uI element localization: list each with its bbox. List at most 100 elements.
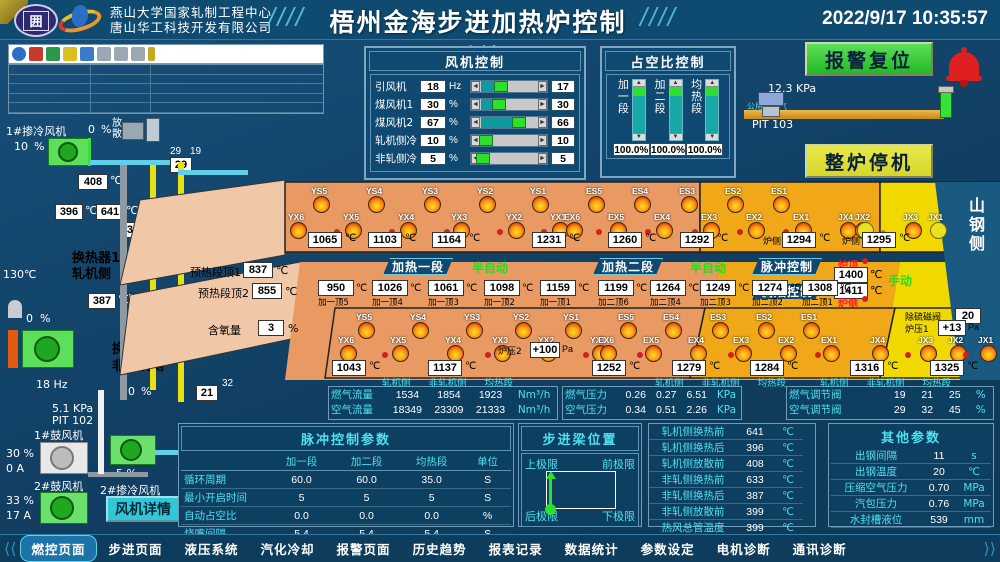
- burner-EX1[interactable]: [823, 345, 840, 362]
- fan-row-setpoint[interactable]: 66: [551, 115, 575, 129]
- fan-row-slider[interactable]: ◄►: [470, 151, 548, 165]
- lock-icon[interactable]: [148, 47, 155, 61]
- fan-detail-button[interactable]: 风机详情: [106, 496, 180, 522]
- nav-item-2[interactable]: 液压系统: [184, 542, 239, 557]
- slider-left-arrow-icon[interactable]: ◄: [471, 116, 480, 128]
- slider-right-arrow-icon[interactable]: ►: [538, 98, 547, 110]
- nav-item-7[interactable]: 数据统计: [564, 542, 619, 557]
- burner-JX1[interactable]: [980, 345, 997, 362]
- burner-EX4[interactable]: [656, 222, 673, 239]
- burner-ES4[interactable]: [634, 196, 651, 213]
- burner-ES5[interactable]: [588, 196, 605, 213]
- burner-EX3[interactable]: [735, 345, 752, 362]
- burner-YS1[interactable]: [565, 322, 582, 339]
- burner-EX2[interactable]: [780, 345, 797, 362]
- burner-ES2[interactable]: [758, 322, 775, 339]
- nav-item-1[interactable]: 步进页面: [108, 542, 163, 557]
- fan-row-setpoint[interactable]: 5: [551, 151, 575, 165]
- burner-EX5[interactable]: [645, 345, 662, 362]
- burner-EX6[interactable]: [566, 222, 583, 239]
- furnace-stop-button[interactable]: 整炉停机: [805, 144, 933, 178]
- slider-left-arrow-icon[interactable]: ◄: [471, 98, 480, 110]
- burner-YS2[interactable]: [479, 196, 496, 213]
- duty-up-arrow-icon[interactable]: ▲: [632, 80, 645, 87]
- brush-icon[interactable]: [131, 47, 145, 61]
- fan-row-setpoint[interactable]: 17: [551, 79, 575, 93]
- fan-row-value[interactable]: 5: [420, 151, 446, 165]
- lock-open-icon[interactable]: [63, 47, 77, 61]
- blank-data-grid[interactable]: [8, 64, 324, 114]
- burner-YS5[interactable]: [358, 322, 375, 339]
- duty-down-arrow-icon[interactable]: ▼: [632, 133, 645, 140]
- fan-row-setpoint[interactable]: 30: [551, 97, 575, 111]
- fan-row-slider[interactable]: ◄►: [470, 115, 548, 129]
- burner-EX2[interactable]: [748, 222, 765, 239]
- nav-item-5[interactable]: 历史趋势: [412, 542, 467, 557]
- burner-ES1[interactable]: [773, 196, 790, 213]
- duty-up-arrow-icon[interactable]: ▲: [706, 80, 719, 87]
- burner-YX5[interactable]: [345, 222, 362, 239]
- slider-right-arrow-icon[interactable]: ►: [538, 134, 547, 146]
- burner-YX6[interactable]: [290, 222, 307, 239]
- nav-item-6[interactable]: 报表记录: [488, 542, 543, 557]
- slider-track[interactable]: [481, 98, 537, 110]
- slider-track[interactable]: [481, 116, 537, 128]
- help-icon[interactable]: [12, 47, 26, 61]
- burner-YX3[interactable]: [494, 345, 511, 362]
- burner-YX4[interactable]: [400, 222, 417, 239]
- burner-YS4[interactable]: [412, 322, 429, 339]
- fan-row-value[interactable]: 18: [420, 79, 446, 93]
- nav-item-9[interactable]: 电机诊断: [716, 542, 771, 557]
- fan-row-slider[interactable]: ◄►: [470, 133, 548, 147]
- editor-toolbar[interactable]: [8, 44, 324, 64]
- duty-down-arrow-icon[interactable]: ▼: [669, 133, 682, 140]
- slider-right-arrow-icon[interactable]: ►: [538, 152, 547, 164]
- import-icon[interactable]: [29, 47, 43, 61]
- nav-item-4[interactable]: 报警页面: [336, 542, 391, 557]
- burner-ES3[interactable]: [712, 322, 729, 339]
- slider-right-arrow-icon[interactable]: ►: [538, 80, 547, 92]
- burner-ES2[interactable]: [727, 196, 744, 213]
- nav-item-3[interactable]: 汽化冷却: [260, 542, 315, 557]
- fan-row-slider[interactable]: ◄►: [470, 79, 548, 93]
- burner-YX5[interactable]: [392, 345, 409, 362]
- burner-YS4[interactable]: [368, 196, 385, 213]
- plant-icon[interactable]: [46, 47, 60, 61]
- duty-item-slider[interactable]: ▲ ▼: [705, 79, 720, 141]
- duty-up-arrow-icon[interactable]: ▲: [669, 80, 682, 87]
- burner-YS2[interactable]: [515, 322, 532, 339]
- nav-item-10[interactable]: 通讯诊断: [792, 542, 847, 557]
- burner-YS3[interactable]: [466, 322, 483, 339]
- slider-track[interactable]: [481, 80, 537, 92]
- nav-item-8[interactable]: 参数设定: [640, 542, 695, 557]
- fan-row-slider[interactable]: ◄►: [470, 97, 548, 111]
- duty-down-arrow-icon[interactable]: ▼: [706, 133, 719, 140]
- slider-track[interactable]: [476, 152, 537, 164]
- table-icon[interactable]: [114, 47, 128, 61]
- slider-track[interactable]: [479, 134, 537, 146]
- fan-row-value[interactable]: 30: [420, 97, 446, 111]
- mirror-icon[interactable]: [97, 47, 111, 61]
- slider-right-arrow-icon[interactable]: ►: [538, 116, 547, 128]
- burner-ES3[interactable]: [681, 196, 698, 213]
- burner-JX3[interactable]: [920, 345, 937, 362]
- chart-icon[interactable]: [80, 47, 94, 61]
- burner-JX3[interactable]: [905, 222, 922, 239]
- burner-ES5[interactable]: [620, 322, 637, 339]
- burner-YS3[interactable]: [424, 196, 441, 213]
- duty-item-slider[interactable]: ▲ ▼: [668, 79, 683, 141]
- fan-row-value[interactable]: 10: [420, 133, 446, 147]
- burner-YX2[interactable]: [508, 222, 525, 239]
- burner-YS5[interactable]: [313, 196, 330, 213]
- burner-ES4[interactable]: [665, 322, 682, 339]
- pulse-control-tag[interactable]: 脉冲控制: [752, 258, 822, 275]
- slider-left-arrow-icon[interactable]: ◄: [471, 80, 480, 92]
- burner-YS1[interactable]: [532, 196, 549, 213]
- burner-JX1[interactable]: [930, 222, 947, 239]
- burner-ES1[interactable]: [803, 322, 820, 339]
- alarm-reset-button[interactable]: 报警复位: [805, 42, 933, 76]
- duty-item-slider[interactable]: ▲ ▼: [631, 79, 646, 141]
- fan-row-setpoint[interactable]: 10: [551, 133, 575, 147]
- fan-row-value[interactable]: 67: [420, 115, 446, 129]
- nav-item-0[interactable]: 燃控页面: [20, 535, 97, 562]
